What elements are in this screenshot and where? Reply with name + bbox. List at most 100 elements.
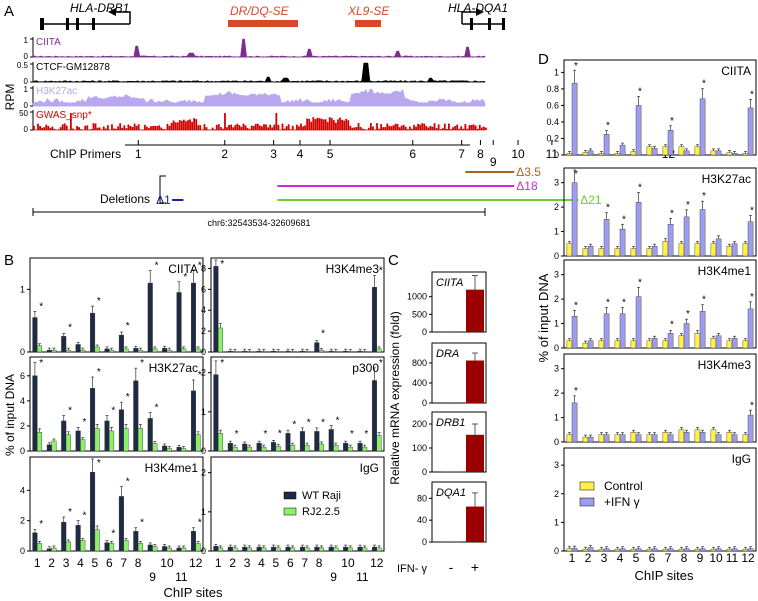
gwas-bar	[285, 126, 288, 130]
pb-bar-4-4-0	[90, 471, 96, 552]
pb-bar-0-6-1	[123, 348, 129, 353]
pd-star-2-3: *	[622, 298, 626, 309]
pb-bar-4-8-0	[147, 544, 153, 552]
pd-xlabel-3: 3	[601, 551, 608, 565]
pb-bar-5-3-1	[261, 547, 267, 552]
gwas-bar	[485, 127, 487, 130]
pc-ylabel-2-0: 0	[422, 467, 427, 477]
primer-label-3: 3	[270, 147, 277, 161]
gwas-bar	[406, 129, 409, 130]
gwas-bar	[382, 127, 385, 130]
gwas-bar	[43, 127, 46, 130]
gwas-bar	[322, 119, 325, 130]
pb-title-4: H3K4me1	[145, 461, 199, 475]
pb-bar-5-2-1	[246, 547, 252, 552]
gwas-bar	[413, 124, 415, 130]
pd-star-1-8: *	[702, 191, 706, 202]
gwas-bar	[150, 126, 152, 130]
pb-bar-5-1-1	[232, 547, 238, 552]
pb-bar-1-1-0	[227, 350, 233, 353]
gwas-bar	[425, 126, 428, 130]
gwas-bar	[343, 120, 346, 130]
gwas-bar	[423, 123, 426, 130]
pb-bar-1-8-1	[333, 351, 339, 353]
gwas-bar	[111, 124, 113, 130]
gwas-bar	[456, 124, 459, 130]
dr-dq-se-bar	[228, 20, 298, 27]
pd-bar-3-1-1	[587, 436, 594, 443]
pd-bar-1-5-0	[646, 248, 653, 257]
pd-bar-1-10-1	[731, 243, 738, 257]
pb-star-4-6: *	[126, 477, 130, 488]
primer-label-8: 8	[477, 147, 484, 161]
pb-bar-0-8-0	[147, 282, 153, 353]
gwas-bar	[148, 128, 150, 130]
gwas-bar	[435, 128, 438, 130]
gwas-bar	[367, 127, 370, 130]
gwas-bar	[281, 123, 284, 130]
gwas-bar	[137, 124, 140, 130]
panel-d: D % of input DNA 0 0.2 0.4 0.6 0.8 1 * * * * * * CII…	[536, 51, 757, 583]
gwas-bar	[404, 126, 407, 130]
pb-star-4-4: *	[97, 458, 101, 469]
gwas-bar	[439, 129, 442, 130]
pd-bar-3-4-0	[630, 432, 637, 443]
gwas-bar	[450, 129, 452, 130]
gwas-bar	[121, 127, 124, 130]
track-ymin-2: 0	[24, 101, 29, 110]
gwas-bar	[236, 123, 239, 130]
pb-bar-3-10-1	[362, 446, 368, 452]
pb-star-3-4: *	[278, 428, 282, 439]
pb-xlabel-1-4: 4	[258, 556, 265, 570]
pb-star-4-0: *	[39, 519, 43, 530]
pd-bar-3-5-1	[651, 434, 658, 443]
pb-bar-0-2-1	[65, 349, 71, 353]
gwas-bar	[464, 124, 467, 130]
panel-b-ylabel: % of input DNA	[3, 374, 17, 456]
pb-bar-1-2-0	[242, 350, 248, 353]
gwas-bar	[411, 128, 413, 130]
pd-star-2-4: *	[638, 277, 642, 288]
pb-bar-1-7-0	[314, 342, 320, 353]
pb-bar-1-5-1	[290, 351, 296, 353]
track-ymin-3: 0	[24, 125, 29, 134]
gwas-bar	[205, 127, 208, 130]
pb-star-1-11: *	[379, 266, 383, 277]
pd-bar-0-10-0	[726, 152, 733, 156]
pb-bar-5-9-1	[347, 547, 353, 552]
gwas-bar	[131, 127, 134, 130]
pd-bar-0-3-1	[619, 144, 626, 156]
pd-star-1-2: *	[606, 203, 610, 214]
gwas-bar	[277, 124, 280, 130]
pd-bar-3-11-1	[747, 414, 754, 443]
gwas-bar	[324, 119, 327, 130]
gwas-bar	[386, 123, 389, 130]
pd-bar-3-7-1	[683, 432, 690, 443]
track-ymin-1: 0	[24, 77, 29, 86]
gwas-bar	[69, 113, 72, 130]
gwas-bar	[318, 118, 321, 130]
pd-bar-0-4-1	[635, 105, 642, 156]
gwas-bar	[254, 123, 257, 130]
gwas-bar	[454, 126, 456, 130]
primer-label-10: 10	[511, 147, 525, 161]
pb-xlabel-0-12: 12	[189, 556, 203, 570]
gwas-bar	[193, 118, 196, 130]
pd-xlabel-6: 6	[649, 551, 656, 565]
pb-bar-2-1-0	[46, 444, 52, 452]
pd-xlabel-10: 10	[709, 551, 723, 565]
pb-star-2-0: *	[39, 358, 43, 369]
pd-bar-0-11-1	[747, 107, 754, 156]
pb-bar-5-6-0	[299, 546, 305, 552]
pb-bar-2-7-0	[133, 380, 139, 452]
pd-bar-1-3-0	[614, 248, 621, 257]
pb-bar-1-10-1	[362, 351, 368, 353]
pb-bar-4-0-0	[32, 532, 38, 552]
track-signal-1	[32, 62, 486, 83]
pc-ylabel-0-0: 0	[422, 327, 427, 337]
gene-drb1-label: HLA-DRB1	[70, 1, 129, 15]
gwas-bar	[143, 124, 146, 130]
gwas-bar	[263, 124, 265, 130]
pb-star-3-1: *	[235, 429, 239, 440]
pd-bar-3-8-1	[699, 432, 706, 443]
